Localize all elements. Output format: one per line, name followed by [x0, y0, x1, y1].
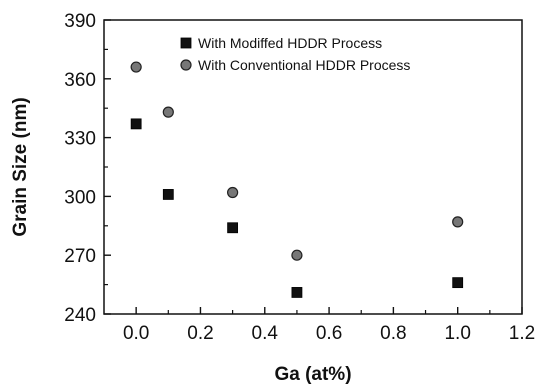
data-point — [453, 217, 463, 227]
x-tick-label: 0.4 — [252, 323, 279, 344]
x-tick-label: 1.2 — [509, 323, 535, 344]
y-axis-title: Grain Size (nm) — [10, 97, 31, 236]
marks-layer — [131, 62, 463, 297]
y-tick-label: 240 — [64, 305, 96, 326]
y-tick-label: 330 — [64, 129, 96, 150]
legend: With Modiffed HDDR Process With Conventio… — [181, 35, 410, 73]
data-point — [453, 278, 463, 288]
y-tick-label: 270 — [64, 246, 96, 267]
data-point — [228, 223, 238, 233]
legend-label: With Modiffed HDDR Process — [198, 35, 382, 51]
data-point — [163, 189, 173, 199]
data-point — [163, 107, 173, 117]
data-point — [131, 62, 141, 72]
x-tick-label: 1.0 — [444, 323, 470, 344]
y-tick-label: 360 — [64, 70, 96, 91]
x-tick-label: 0.2 — [187, 323, 213, 344]
data-point — [131, 119, 141, 129]
legend-label: With Conventional HDDR Process — [198, 57, 410, 73]
legend-marker — [181, 38, 191, 48]
y-tick-label: 300 — [64, 187, 96, 208]
x-axis-title: Ga (at%) — [274, 364, 351, 385]
data-point — [292, 287, 302, 297]
y-tick-label: 390 — [64, 11, 96, 32]
x-tick-label: 0.0 — [123, 323, 149, 344]
legend-marker — [181, 60, 191, 70]
x-tick-label: 0.8 — [380, 323, 406, 344]
x-tick-label: 0.6 — [316, 323, 342, 344]
data-point — [228, 187, 238, 197]
data-point — [292, 250, 302, 260]
